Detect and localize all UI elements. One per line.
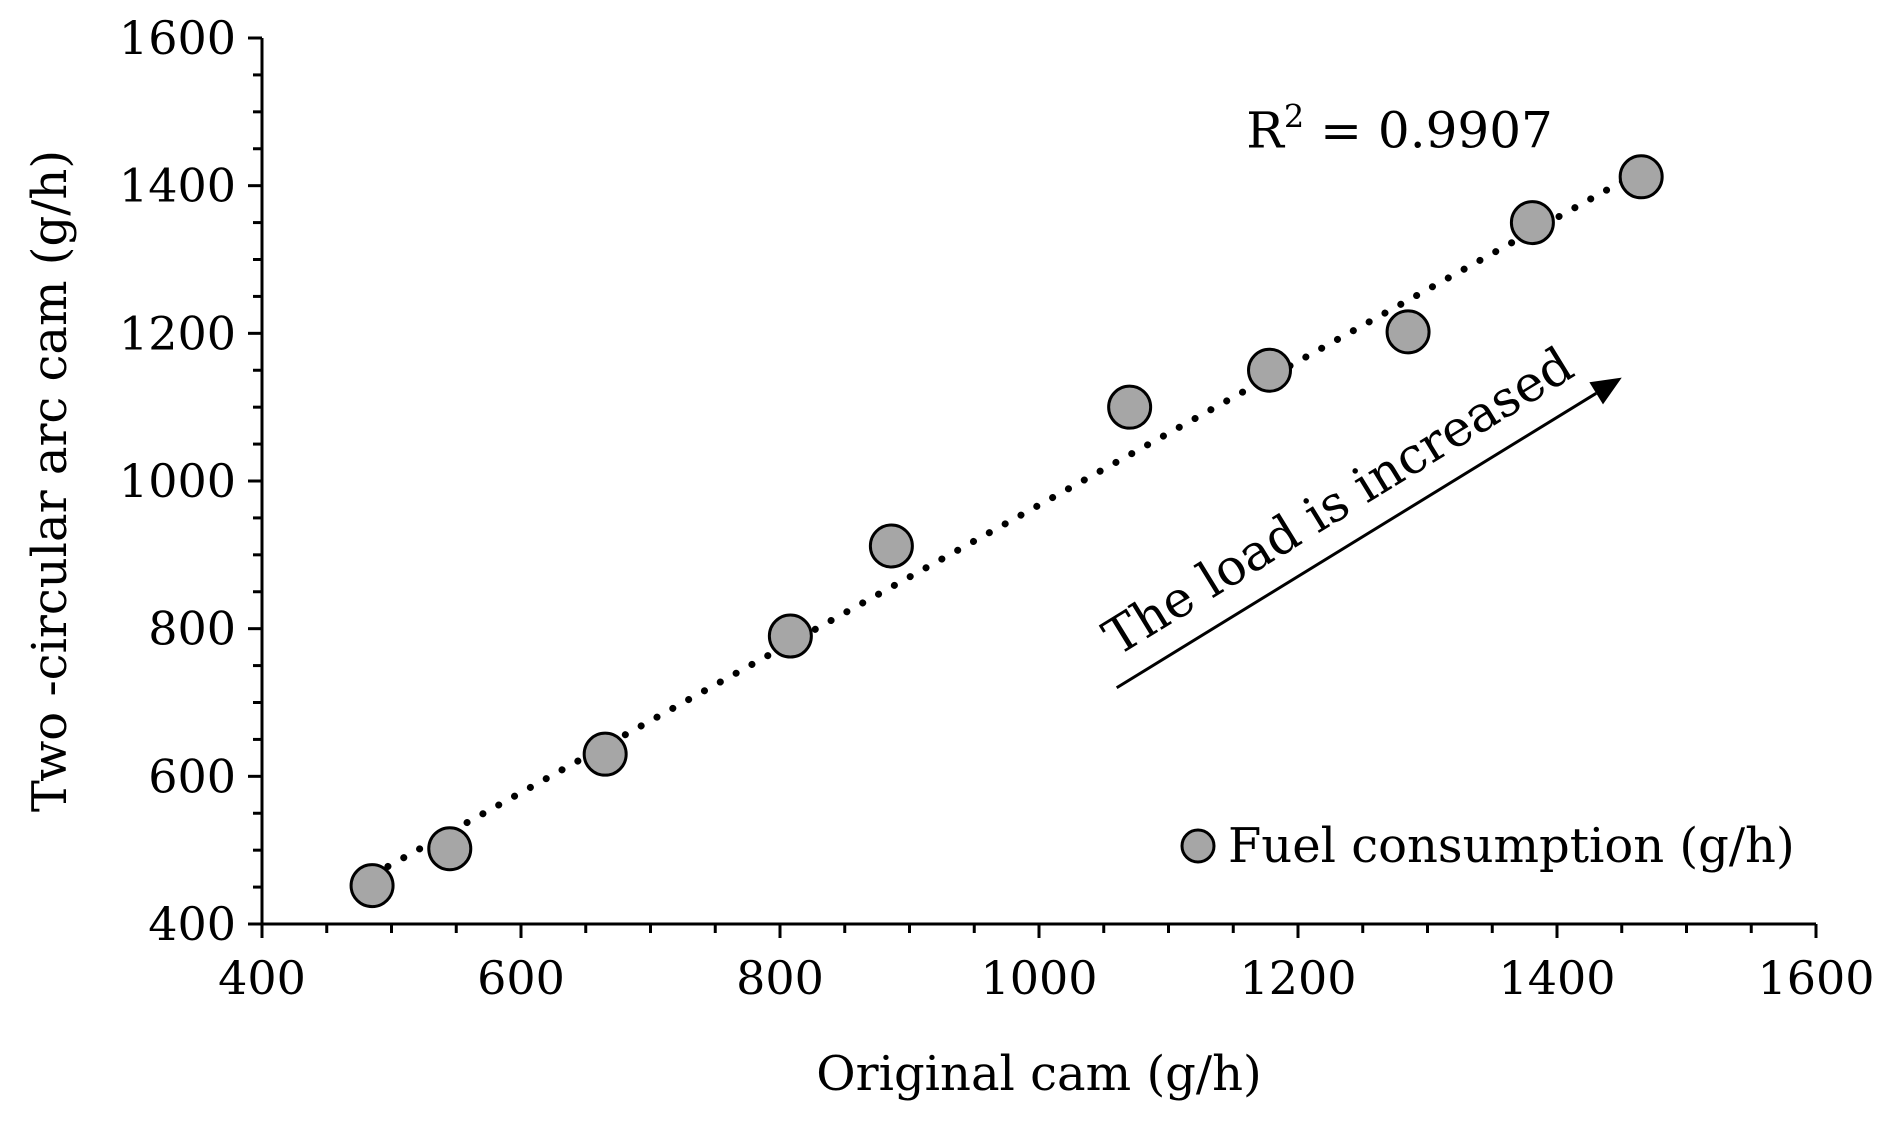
load-arrow xyxy=(1115,392,1597,690)
data-points xyxy=(349,154,1664,909)
r-squared-superscript: 2 xyxy=(1284,97,1304,135)
y-axis-title: Two -circular arc cam (g/h) xyxy=(22,150,78,812)
x-tick-label: 800 xyxy=(736,951,824,1005)
r-squared-value: = 0.9907 xyxy=(1304,101,1553,159)
y-tick-label: 600 xyxy=(148,749,236,803)
x-axis-title: Original cam (g/h) xyxy=(816,1046,1261,1102)
load-annotation: The load is increased xyxy=(1093,336,1583,668)
x-tick-label: 600 xyxy=(477,951,565,1005)
axes xyxy=(260,38,1816,926)
y-tick-label: 1600 xyxy=(119,11,236,65)
data-point xyxy=(1385,309,1431,355)
x-tick-label: 1400 xyxy=(1498,951,1615,1005)
x-tick-label: 1200 xyxy=(1239,951,1356,1005)
y-tick-label: 1200 xyxy=(119,306,236,360)
data-point xyxy=(1107,384,1153,430)
x-tick-label: 400 xyxy=(218,951,306,1005)
x-tick-label: 1600 xyxy=(1757,951,1874,1005)
load-arrowhead-icon xyxy=(1589,377,1622,405)
r-squared-symbol: R xyxy=(1246,101,1285,159)
y-tick-label: 800 xyxy=(148,602,236,656)
data-point xyxy=(1509,200,1555,246)
data-point xyxy=(349,863,395,909)
legend-label: Fuel consumption (g/h) xyxy=(1228,818,1795,874)
data-point xyxy=(868,523,914,569)
data-point xyxy=(582,731,628,777)
legend-marker xyxy=(1180,828,1216,864)
y-tick-label: 1400 xyxy=(119,159,236,213)
y-axis-ticks: 400 600 800 1000 1200 1400 1600 xyxy=(119,11,262,951)
y-tick-label: 1000 xyxy=(119,454,236,508)
legend: Fuel consumption (g/h) xyxy=(1180,818,1795,874)
data-point xyxy=(767,613,813,659)
data-point xyxy=(1618,154,1664,200)
data-point xyxy=(1247,347,1293,393)
x-tick-label: 1000 xyxy=(980,951,1097,1005)
trendline xyxy=(368,167,1645,879)
y-tick-label: 400 xyxy=(148,897,236,951)
data-point xyxy=(427,826,473,872)
r-squared-label: R2 = 0.9907 xyxy=(1246,97,1553,159)
x-axis-ticks: 400 600 800 1000 1200 1400 1600 xyxy=(218,924,1875,1005)
